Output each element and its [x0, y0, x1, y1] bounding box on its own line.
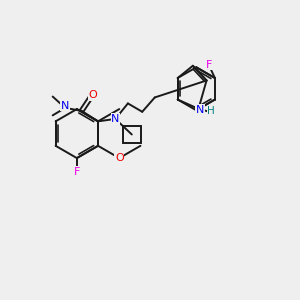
Text: F: F [206, 60, 212, 70]
Text: N: N [196, 105, 204, 115]
Text: H: H [207, 106, 215, 116]
Text: F: F [74, 167, 80, 177]
Text: N: N [111, 114, 120, 124]
Text: O: O [88, 90, 97, 100]
Text: O: O [115, 153, 124, 163]
Text: N: N [61, 101, 69, 111]
